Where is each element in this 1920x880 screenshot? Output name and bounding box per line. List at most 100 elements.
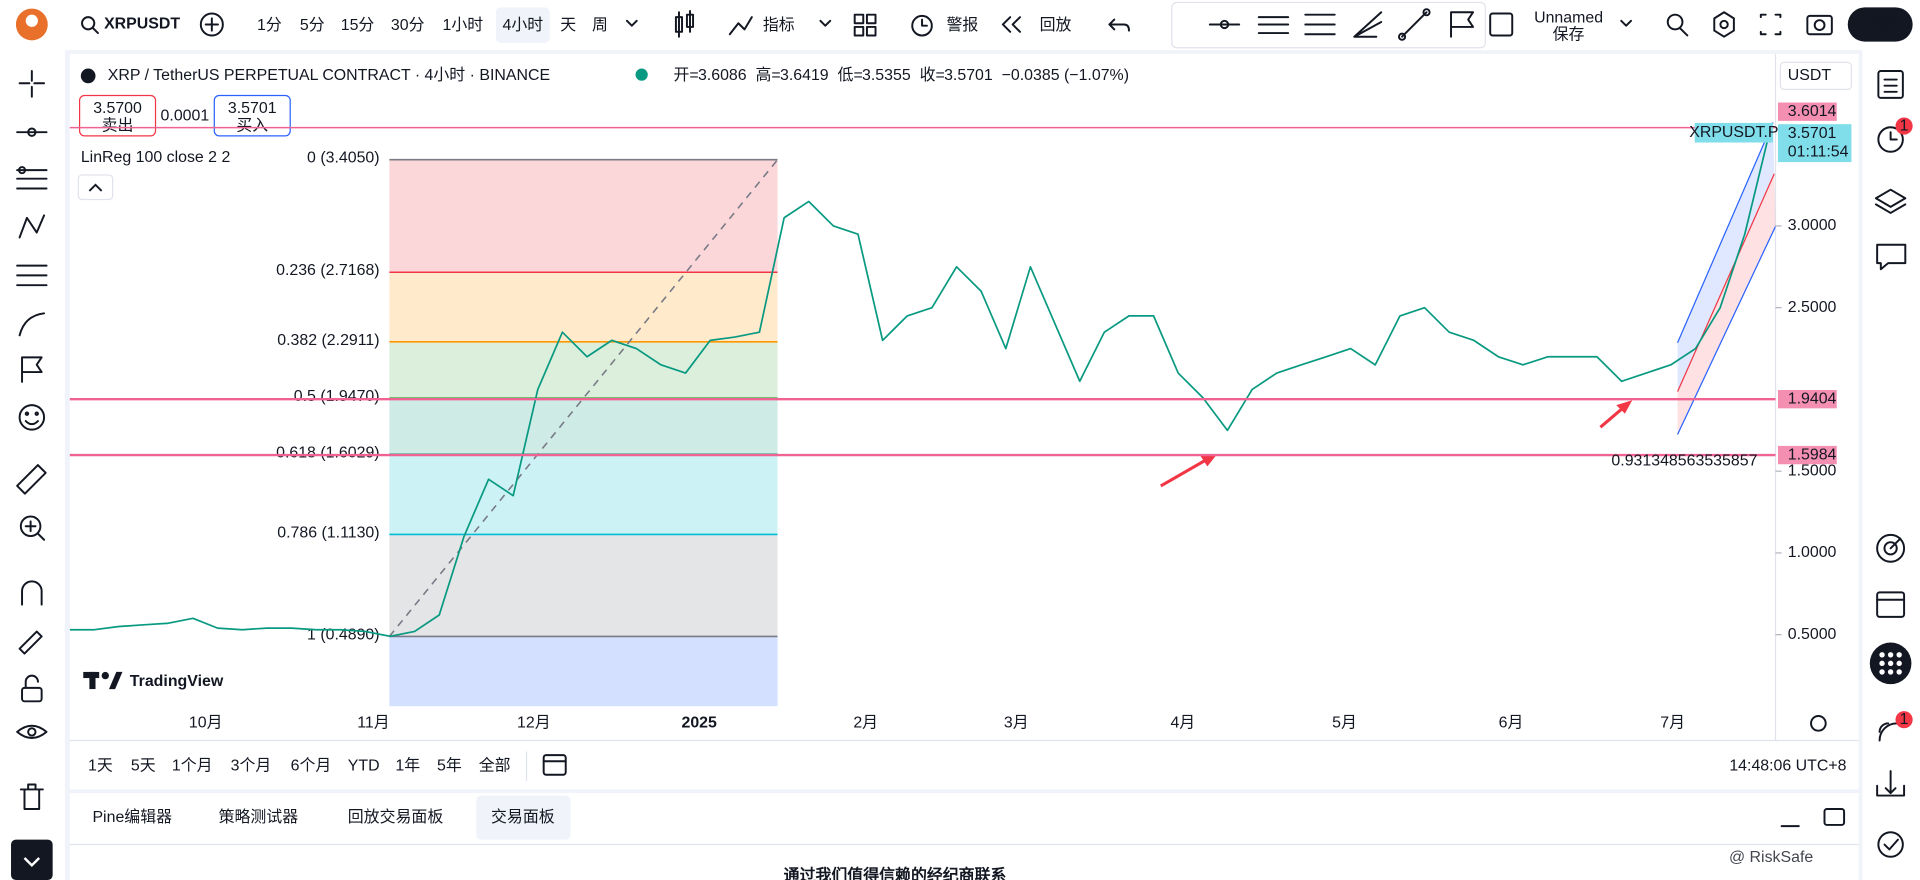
fib-zone	[389, 534, 778, 637]
fib-label: 0.5 (1.9470)	[294, 388, 380, 405]
badge	[1895, 117, 1913, 135]
y-tick-label: 3.0000	[1788, 217, 1837, 234]
range-button[interactable]: 5年	[437, 756, 462, 774]
badge	[1895, 711, 1913, 729]
panel-tab[interactable]: Pine编辑器	[92, 808, 172, 826]
axis-settings[interactable]	[1810, 715, 1827, 732]
left-toolbar	[0, 50, 65, 880]
y-tick-label: 2.5000	[1788, 299, 1837, 316]
interval[interactable]: 天	[560, 17, 576, 34]
tool-toggle[interactable]	[11, 839, 53, 880]
badge-count: 1	[1900, 117, 1909, 134]
panel-tab[interactable]: 回放交易面板	[348, 808, 444, 826]
range-button[interactable]: 3个月	[231, 756, 272, 774]
fib-zone	[389, 398, 778, 455]
logo-text: TradingView	[130, 673, 224, 690]
panel-tab[interactable]: 交易面板	[491, 808, 555, 826]
sell-label[interactable]: 卖出	[102, 116, 134, 134]
currency[interactable]: USDT	[1788, 67, 1832, 84]
tab-active	[476, 795, 571, 840]
x-tick-label: 11月	[357, 715, 389, 732]
price-label: 1.9404	[1788, 390, 1837, 407]
range-button[interactable]: 全部	[479, 756, 511, 774]
price-label: 3.6014	[1788, 103, 1837, 120]
price-label-box	[1777, 445, 1837, 465]
fib-label: 0 (3.4050)	[307, 150, 380, 167]
save-state[interactable]: 保存	[1553, 26, 1585, 44]
fib-zone	[389, 341, 778, 399]
goto-date[interactable]	[542, 754, 567, 776]
arrow	[1599, 405, 1626, 429]
regression-line	[1676, 122, 1774, 343]
symbol[interactable]: XRPUSDT	[104, 16, 180, 33]
x-tick-label: 2月	[853, 715, 878, 732]
buy-label[interactable]: 买入	[236, 116, 268, 134]
fib-label: 0.236 (2.7168)	[276, 262, 379, 279]
regression-line	[1676, 173, 1775, 392]
ohlc-value: 3.6086	[698, 67, 747, 84]
change: −0.0385 (−1.07%)	[1002, 67, 1129, 84]
publish[interactable]: 发表	[1863, 15, 1896, 34]
ohlc-value: 3.5701	[944, 67, 993, 84]
countdown: 01:11:54	[1788, 144, 1849, 161]
interval[interactable]: 4小时	[503, 16, 544, 34]
left-tool-icons[interactable]	[16, 70, 48, 810]
indicator-label: LinReg 100 close 2 2	[81, 149, 231, 166]
symbol-tag-text: XRPUSDT.P	[1689, 124, 1778, 141]
x-tick-label: 6月	[1499, 715, 1524, 732]
y-tick-label: 1.5000	[1788, 462, 1837, 479]
range-button[interactable]: 1个月	[172, 756, 213, 774]
ohlc-label: 低=	[838, 66, 863, 84]
publish-button[interactable]	[1847, 7, 1913, 42]
header-icons[interactable]	[81, 10, 1833, 38]
interval-active	[495, 7, 550, 43]
x-tick-label: 7月	[1660, 715, 1685, 732]
replay[interactable]: 回放	[1040, 16, 1072, 34]
price-label: 1.5984	[1788, 446, 1837, 463]
range-button[interactable]: YTD	[348, 757, 380, 774]
range-button[interactable]: 5天	[131, 757, 156, 774]
chart-title: XRP / TetherUS PERPETUAL CONTRACT · 4小时 …	[108, 66, 550, 84]
fib-zone	[389, 454, 778, 535]
currency-select[interactable]	[1779, 61, 1853, 90]
collapse-button[interactable]	[77, 174, 114, 201]
market-status	[635, 68, 648, 81]
interval[interactable]: 1小时	[443, 16, 484, 34]
alert[interactable]: 警报	[947, 16, 979, 34]
sell-button[interactable]	[78, 94, 157, 137]
interval[interactable]: 周	[592, 17, 608, 34]
arrow	[1160, 456, 1211, 488]
x-tick-label: 3月	[1004, 715, 1029, 732]
buy-price[interactable]: 3.5701	[228, 100, 277, 117]
sell-price[interactable]: 3.5700	[93, 100, 142, 117]
fib-label: 0.618 (1.6029)	[276, 444, 379, 461]
panel-tab[interactable]: 策略测试器	[219, 808, 299, 826]
arrow-head	[1616, 400, 1633, 414]
drawing-icons[interactable]	[1208, 8, 1514, 41]
clock[interactable]: 14:48:06 UTC+8	[1729, 757, 1846, 774]
overlays: XRPUSDT 1分 5分 15分 30分 1小时 4小时天周 指标 警报 回放 Unnamed保存…	[69, 7, 1909, 880]
interval[interactable]: 15分	[341, 16, 375, 34]
range-button[interactable]: 6个月	[291, 756, 332, 774]
chart-panel	[69, 53, 1859, 790]
fib-trend	[388, 159, 779, 637]
fib-zone	[389, 272, 778, 342]
interval[interactable]: 30分	[391, 16, 425, 34]
range-button[interactable]: 1年	[395, 756, 420, 774]
layout-name[interactable]: Unnamed	[1534, 10, 1603, 27]
buy-button[interactable]	[213, 94, 291, 137]
interval[interactable]: 1分	[257, 16, 282, 34]
x-tick-label: 5月	[1332, 715, 1357, 732]
range-button[interactable]: 1天	[88, 757, 113, 774]
interval[interactable]: 5分	[300, 16, 325, 34]
panel-icons[interactable]	[1780, 808, 1846, 828]
indicators[interactable]: 指标	[763, 16, 795, 34]
remove-symbol[interactable]	[80, 68, 96, 84]
right-toolbar	[1862, 50, 1920, 880]
footer-text: 通过我们值得信赖的经纪商联系	[784, 866, 1007, 880]
regression-lower	[1677, 173, 1776, 435]
right-tool-icons[interactable]	[1874, 70, 1907, 858]
